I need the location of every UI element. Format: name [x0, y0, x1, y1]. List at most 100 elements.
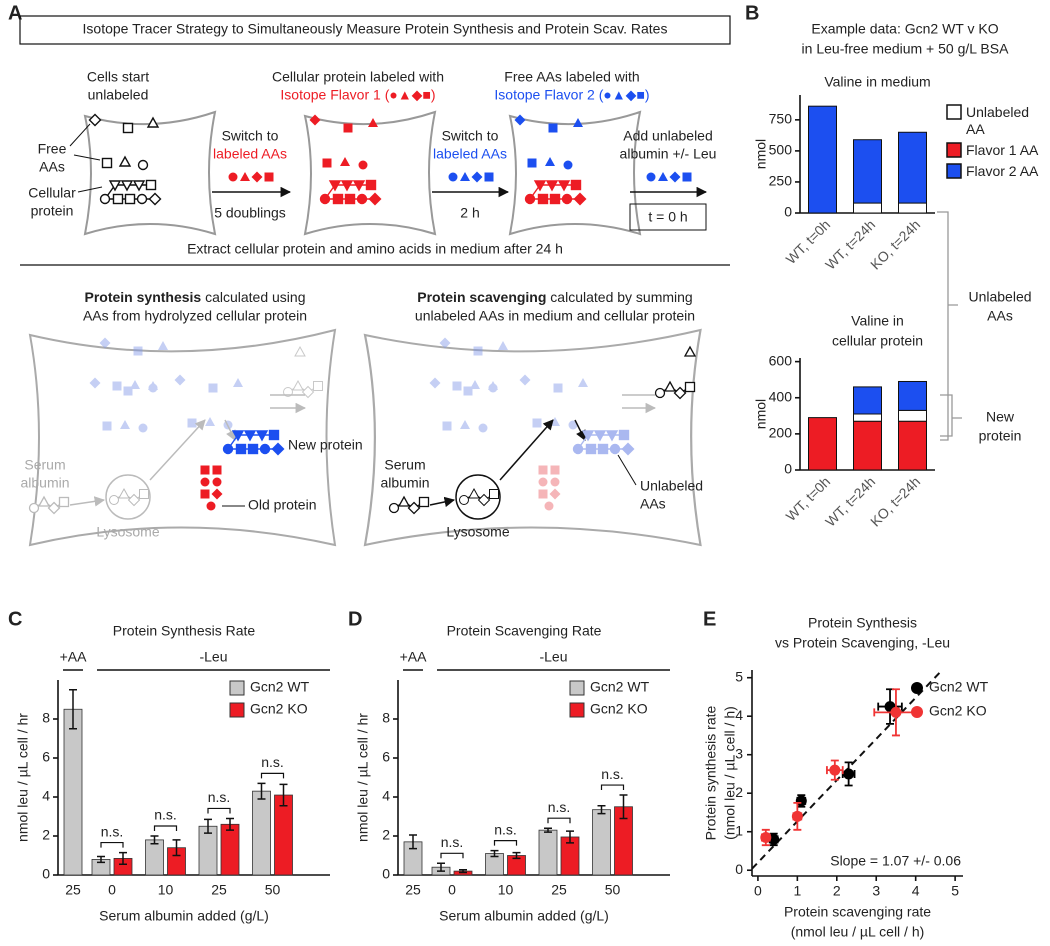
error-bar	[490, 849, 499, 858]
label: labeled AAs	[213, 146, 287, 162]
annotation: protein	[979, 428, 1022, 444]
x-tick-label: 50	[605, 882, 621, 898]
y-tick-label: 4	[735, 707, 743, 723]
error-bar	[279, 783, 288, 807]
bar	[538, 829, 558, 876]
significance-bracket	[207, 807, 231, 814]
x-tick-label: 5	[951, 883, 959, 899]
error-whisker	[619, 794, 628, 820]
error-whisker	[257, 782, 266, 800]
pointer	[617, 454, 637, 486]
x-tick-label: KO, t=24h	[867, 216, 923, 272]
error-whisker	[544, 827, 552, 833]
albumin-icon	[460, 489, 499, 506]
group-label: -Leu	[539, 649, 567, 665]
x-tick-label: 1	[793, 883, 801, 899]
label: AAs	[640, 496, 666, 512]
cell	[84, 111, 216, 235]
lysosome	[455, 474, 501, 520]
error-bar	[97, 855, 105, 864]
y-tick-label: 0	[42, 866, 50, 882]
arrow	[622, 394, 655, 408]
bar	[220, 823, 240, 876]
arrow	[574, 419, 586, 441]
y-axis-label: nmol	[753, 139, 769, 169]
error-whisker	[490, 849, 499, 858]
significance-label: n.s.	[101, 823, 124, 839]
label: albumin	[380, 475, 429, 491]
x-tick-label: 0	[448, 882, 456, 898]
arrow	[224, 419, 236, 441]
y-tick-label: 250	[769, 173, 793, 189]
legend-swatch	[229, 702, 245, 718]
time-box	[629, 203, 707, 231]
label: New protein	[288, 437, 363, 453]
bar-segment	[898, 409, 927, 422]
point	[791, 810, 803, 822]
y-tick-label: 2	[382, 827, 390, 843]
x-tick-label: 25	[211, 882, 227, 898]
error-bar	[619, 794, 628, 820]
heading: Protein synthesis calculated using	[85, 289, 306, 305]
error-bar	[257, 782, 266, 800]
legend-item: Unlabeled AA	[966, 104, 1029, 137]
label: Isotope Flavor 2 (●▲◆■)	[494, 87, 649, 103]
heading-bold: Protein scavenging	[417, 289, 546, 305]
chart-title: Protein Synthesis Rate	[113, 623, 256, 639]
connector	[940, 394, 962, 437]
y-axis-label: nmol leu / µL cell / hr	[15, 713, 31, 842]
y-tick-label: 0	[382, 866, 390, 882]
panel-a: Isotope Tracer Strategy to Simultaneousl…	[19, 15, 731, 547]
y-axis-label: nmol leu / µL cell / hr	[355, 713, 371, 842]
error-bar	[119, 851, 127, 866]
label: Free	[38, 141, 67, 157]
x-axis-label: Serum albumin added (g/L)	[99, 908, 269, 924]
protein-icon	[200, 465, 223, 511]
label: Isotope Flavor 1 (●▲◆■)	[280, 87, 435, 103]
y-tick-label: 8	[42, 710, 50, 726]
y-tick-label: 2	[735, 784, 743, 800]
legend-swatch	[946, 163, 962, 179]
bar-segment	[898, 202, 927, 214]
legend-label: Gcn2 KO	[590, 701, 648, 717]
legend-label: Flavor 2 AA	[966, 163, 1039, 179]
legend-marker	[911, 682, 923, 694]
x-tick-label: 0	[108, 882, 116, 898]
y-tick-label: 600	[769, 352, 793, 368]
label: Cellular	[28, 185, 76, 201]
free-aa-icons	[90, 338, 323, 433]
significance-bracket	[600, 784, 625, 791]
legend-swatch	[569, 702, 585, 718]
x-tick-label: 2	[833, 883, 841, 899]
x-axis-label: (nmol leu / µL cell / h)	[791, 924, 925, 940]
x-tick-label: 3	[872, 883, 880, 899]
significance-bracket	[547, 817, 571, 824]
significance-label: n.s.	[208, 789, 231, 805]
protein-icon	[101, 181, 161, 205]
error-whisker	[172, 839, 181, 857]
aa-icons	[448, 171, 494, 183]
label: 2 h	[460, 205, 479, 221]
bar-segment	[898, 380, 927, 411]
label: Serum	[24, 457, 65, 473]
x-tick-label: KO, t=24h	[867, 473, 923, 529]
chart-header: Example data: Gcn2 WT v KO	[811, 21, 998, 37]
chart-title: Valine in	[851, 313, 904, 329]
significance-label: n.s.	[601, 766, 624, 782]
error-bar	[226, 817, 234, 831]
pointer	[77, 186, 103, 193]
legend-item: Flavor 1 AA	[966, 142, 1038, 158]
y-tick-label: 2	[42, 827, 50, 843]
significance-label: n.s.	[261, 754, 284, 770]
error-whisker	[597, 805, 606, 815]
bar-segment	[853, 420, 882, 471]
arrow	[69, 496, 106, 507]
label: unlabeled	[88, 87, 149, 103]
label: t = 0 h	[648, 209, 687, 225]
cell	[509, 111, 641, 235]
label: protein	[31, 203, 74, 219]
label: Extract cellular protein and amino acids…	[187, 241, 563, 257]
point	[829, 764, 841, 776]
aa-icons	[228, 171, 274, 183]
